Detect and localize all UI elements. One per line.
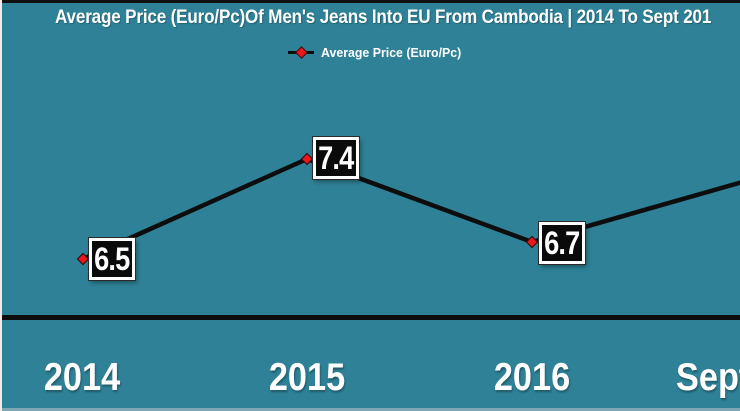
top-border-bar <box>2 0 740 3</box>
data-point-marker-icon <box>76 252 90 266</box>
legend-line-sample <box>288 45 314 59</box>
left-edge-strip <box>0 0 2 411</box>
data-label-value: 6.7 <box>544 225 580 261</box>
data-point-marker-icon <box>525 235 539 249</box>
x-tick-sept: Sept <box>676 356 740 399</box>
legend-label: Average Price (Euro/Pc) <box>321 45 462 60</box>
x-tick-2014: 2014 <box>43 356 121 399</box>
x-tick-2016: 2016 <box>493 356 571 399</box>
data-label-2015: 7.4 <box>313 137 359 179</box>
x-tick-2015: 2015 <box>268 356 346 399</box>
x-axis-line <box>2 315 740 320</box>
legend: Average Price (Euro/Pc) <box>288 45 469 60</box>
bottom-edge-strip <box>0 408 740 411</box>
series-line <box>82 156 740 262</box>
data-point-marker-icon <box>300 152 314 166</box>
legend-diamond-icon <box>295 45 308 59</box>
data-label-2014: 6.5 <box>89 238 135 280</box>
data-label-value: 6.5 <box>94 241 130 277</box>
chart-title: Average Price (Euro/Pc)Of Men's Jeans In… <box>55 7 712 28</box>
data-label-value: 7.4 <box>318 140 354 176</box>
data-label-2016: 6.7 <box>539 222 585 264</box>
